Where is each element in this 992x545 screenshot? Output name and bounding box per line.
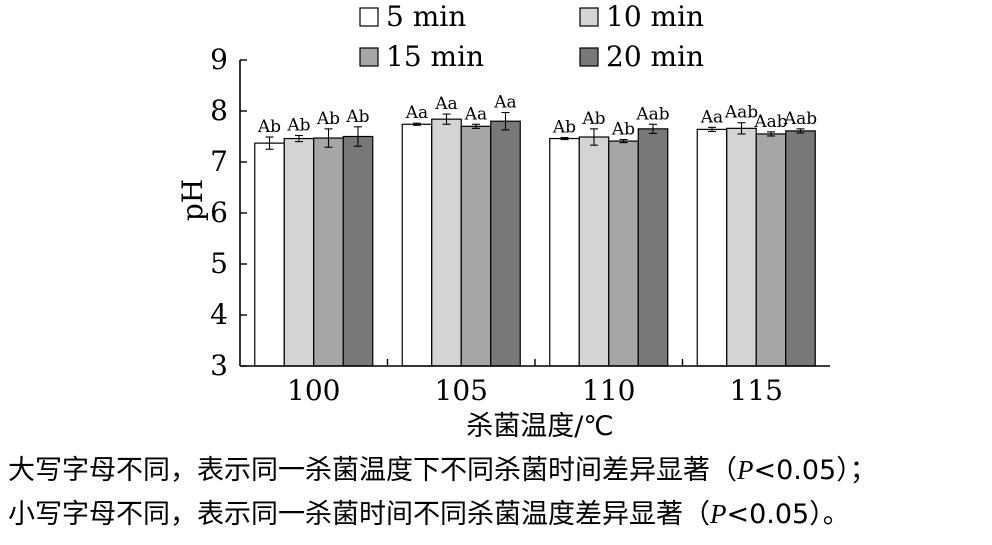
legend-label: 20 min [606, 40, 704, 73]
data-label: Aa [464, 104, 487, 124]
data-label: Ab [345, 107, 369, 127]
bar [431, 118, 462, 367]
bar [578, 136, 610, 367]
data-label: Ab [611, 120, 635, 140]
x-tick-label: 100 [287, 374, 340, 407]
note-text: <0.05）； [753, 455, 877, 486]
bar [401, 123, 433, 367]
data-label: Aab [783, 109, 817, 129]
y-axis: 3 4 5 6 7 8 9 [210, 43, 247, 382]
y-tick-label: 7 [210, 145, 228, 178]
data-label: Aab [724, 103, 758, 123]
note-p-symbol: P [737, 455, 754, 485]
note-text: 大写字母不同，表示同一杀菌温度下不同杀菌时间差异显著（ [8, 455, 737, 486]
legend-label: 5 min [386, 0, 466, 33]
legend-swatch [579, 7, 599, 27]
y-tick-label: 9 [210, 43, 228, 76]
data-label: Aab [635, 104, 669, 124]
bar [549, 137, 580, 367]
bar [785, 130, 816, 367]
x-axis-label: 杀菌温度/℃ [466, 411, 613, 440]
legend-swatch [579, 47, 599, 67]
data-label: Ab [581, 109, 605, 129]
bar [254, 142, 285, 367]
significance-note-uppercase: 大写字母不同，表示同一杀菌温度下不同杀菌时间差异显著（P<0.05）； [8, 448, 877, 487]
legend: 5 min 10 min 15 min 20 min [359, 0, 704, 73]
data-label: Ab [316, 109, 340, 129]
y-tick-label: 3 [210, 349, 228, 382]
legend-swatch [359, 7, 379, 27]
bar [460, 125, 492, 367]
y-tick-label: 6 [210, 196, 228, 229]
x-tick-label: 105 [435, 374, 488, 407]
bar [283, 137, 315, 367]
bar [726, 127, 757, 367]
x-axis: 100 105 110 115 [240, 359, 830, 407]
note-text: <0.05）。 [726, 499, 850, 530]
bar [637, 128, 669, 367]
y-axis-label: pH [176, 179, 209, 221]
bar [608, 140, 639, 367]
data-label: Ab [286, 115, 310, 135]
significance-note-lowercase: 小写字母不同，表示同一杀菌时间不同杀菌温度差异显著（P<0.05）。 [8, 492, 850, 531]
bar [755, 133, 787, 367]
data-label: Ab [257, 117, 281, 137]
y-tick-label: 4 [210, 298, 228, 331]
data-label: Aab [753, 112, 787, 132]
bar [313, 137, 344, 367]
x-tick-label: 110 [582, 374, 635, 407]
legend-label: 15 min [386, 40, 484, 73]
legend-label: 10 min [606, 0, 704, 33]
y-tick-label: 5 [210, 247, 228, 280]
note-text: 小写字母不同，表示同一杀菌时间不同杀菌温度差异显著（ [8, 499, 710, 530]
legend-swatch [359, 47, 379, 67]
data-label: Ab [552, 118, 576, 138]
data-label: Aa [405, 103, 428, 123]
data-label: Aa [493, 93, 516, 113]
data-label: Aa [700, 107, 723, 127]
y-tick-label: 8 [210, 94, 228, 127]
bar [696, 128, 728, 367]
bar [342, 135, 374, 367]
note-p-symbol: P [710, 499, 727, 529]
bar [490, 120, 521, 367]
x-tick-label: 115 [730, 374, 783, 407]
data-label: Aa [434, 94, 457, 114]
